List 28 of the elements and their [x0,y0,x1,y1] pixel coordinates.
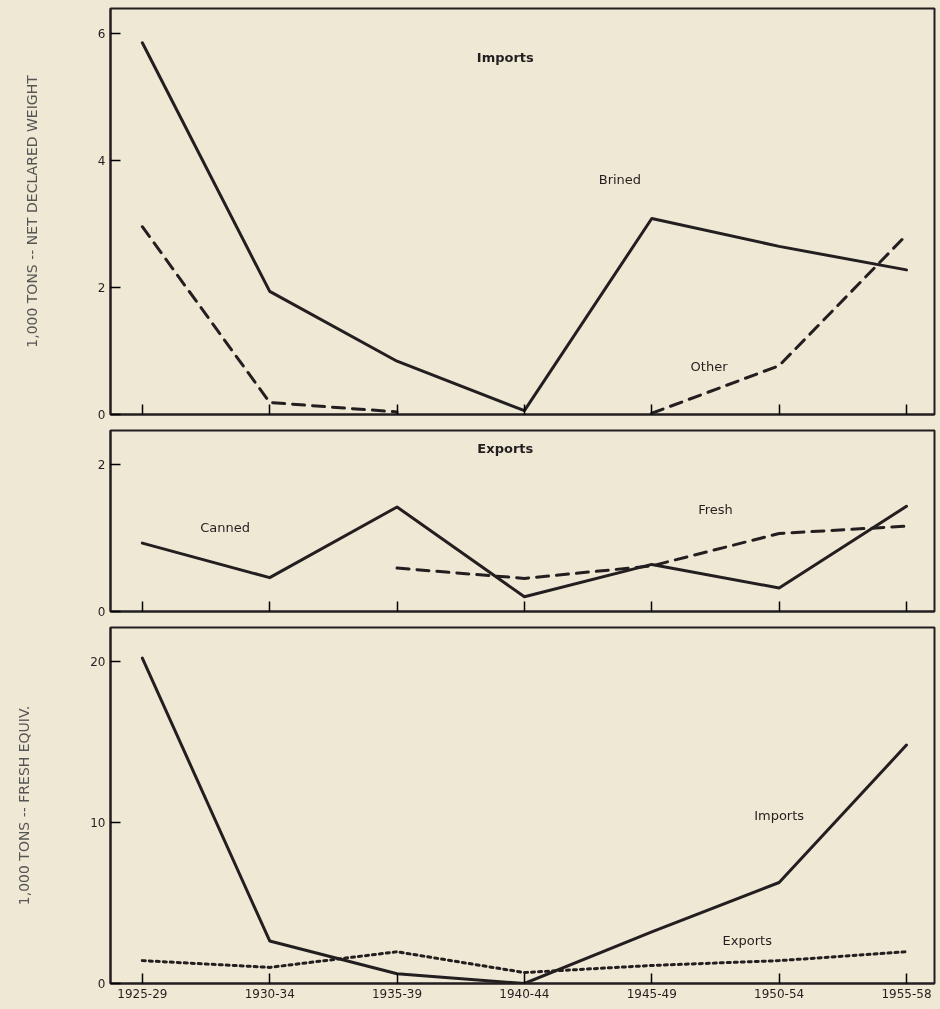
y-tick-label: 20 [90,654,106,669]
y-axis-title: 1,000 TONS -- FRESH EQUIV. [16,705,33,906]
text: Fresh [698,502,733,518]
series-label: Canned [200,520,251,536]
x-tick-label: 1940-44 [499,986,550,1001]
x-tick-label: 1955-58 [881,986,932,1001]
text: Brined [598,172,642,188]
y-tick-label: 2 [97,281,106,296]
series-label: Exports [722,932,773,948]
y-tick-label: 2 [97,457,106,472]
y-axis-title: 1,000 TONS -- NET DECLARED WEIGHT [23,74,40,348]
line-series [140,504,908,599]
x-tick-label: 1925-29 [117,986,168,1001]
y-tick-label: 0 [97,977,106,991]
x-tick-label: 1935-39 [371,986,423,1001]
x-tick-label: 1930-34 [244,986,295,1001]
series-label: Imports [754,808,805,824]
y-tick-label: 0 [97,605,106,619]
x-tick-label: 1945-49 [626,986,677,1001]
line-series [140,41,908,413]
y-tick-label: 0 [97,408,106,422]
y-tick-label: 4 [97,154,106,169]
series-label: Other [690,358,729,374]
y-tick-label: 6 [97,27,106,42]
text: Exports [477,440,534,456]
text: Imports [476,50,535,66]
y-tick-label: 10 [90,815,106,830]
x-tick-label: 1950-54 [754,986,805,1001]
